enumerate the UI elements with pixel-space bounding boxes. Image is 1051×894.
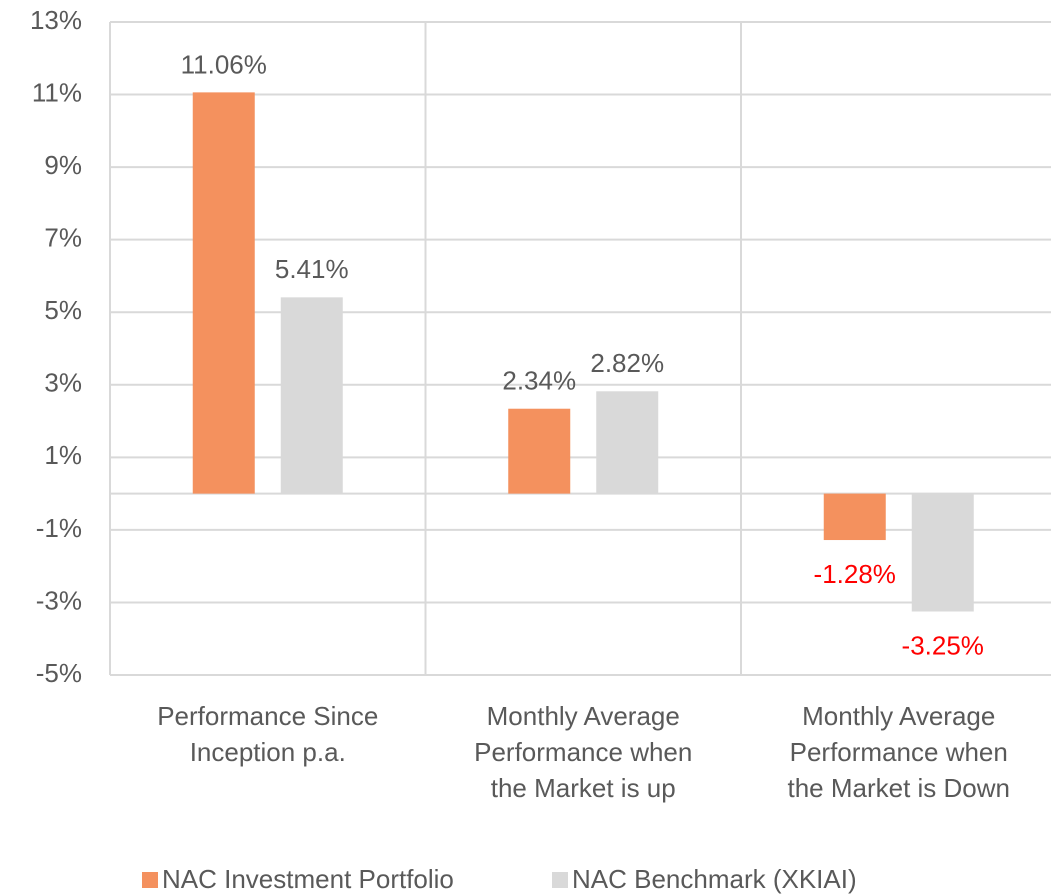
value-label: 5.41% (275, 254, 349, 284)
x-tick-label: Monthly Average Performance when the Marke… (474, 701, 692, 803)
y-tick-label: 5% (44, 295, 82, 325)
value-label: -3.25% (902, 630, 984, 660)
bar (911, 493, 974, 612)
value-label: 2.82% (590, 348, 664, 378)
y-tick-label: 1% (44, 440, 82, 470)
y-tick-label: 7% (44, 223, 82, 253)
bar (192, 92, 255, 494)
legend-label: NAC Investment Portfolio (162, 864, 454, 894)
y-tick-label: -1% (36, 513, 82, 543)
value-label: -1.28% (814, 559, 896, 589)
value-label: 2.34% (502, 366, 576, 396)
y-tick-label: 11% (32, 77, 82, 107)
legend-swatch (142, 872, 158, 888)
y-tick-label: 9% (44, 150, 82, 180)
y-tick-label: -3% (36, 585, 82, 615)
bar (280, 297, 343, 494)
legend-swatch (552, 872, 568, 888)
legend-label: NAC Benchmark (XKIAI) (572, 864, 857, 894)
bar (508, 408, 571, 494)
x-tick-label: Performance Since Inception p.a. (157, 701, 378, 767)
bar (823, 493, 886, 541)
y-tick-label: 3% (44, 368, 82, 398)
y-tick-label: 13% (30, 5, 82, 35)
y-tick-label: -5% (36, 658, 82, 688)
value-label: 11.06% (181, 49, 267, 79)
x-tick-label: Monthly Average Performance when the Marke… (787, 701, 1010, 803)
bar (596, 391, 659, 494)
